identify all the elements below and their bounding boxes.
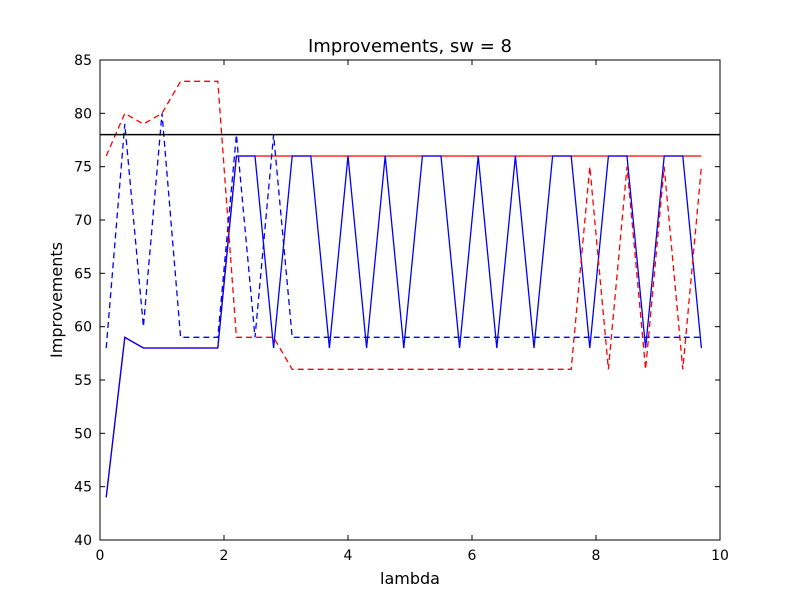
y-tick-label: 55 bbox=[74, 373, 92, 389]
y-tick-label: 45 bbox=[74, 480, 92, 496]
series-line-4-dashed bbox=[105, 113, 702, 349]
chart-title: Improvements, sw = 8 bbox=[308, 36, 512, 57]
y-tick-label: 80 bbox=[74, 106, 92, 122]
y-axis-label: Improvements bbox=[47, 242, 66, 358]
x-tick-label: 10 bbox=[711, 548, 729, 564]
series-line-3-dashed bbox=[105, 80, 703, 370]
y-tick-label: 85 bbox=[74, 53, 92, 69]
y-tick-label: 50 bbox=[74, 426, 92, 442]
x-axis-label: lambda bbox=[380, 569, 440, 588]
y-tick-label: 40 bbox=[74, 533, 92, 549]
x-tick-label: 0 bbox=[96, 548, 105, 564]
y-tick-label: 65 bbox=[74, 266, 92, 282]
y-tick-label: 70 bbox=[74, 213, 92, 229]
x-tick-label: 8 bbox=[592, 548, 601, 564]
x-tick-label: 6 bbox=[468, 548, 477, 564]
x-tick-label: 4 bbox=[344, 548, 353, 564]
tick-layer: 0 2 4 6 8 10 40 45 50 55 60 65 70 75 80 85 bbox=[74, 53, 729, 564]
series-line-2-solid bbox=[105, 155, 703, 498]
plot-frame bbox=[99, 59, 721, 541]
y-tick-label: 60 bbox=[74, 320, 92, 336]
x-tick-label: 2 bbox=[220, 548, 229, 564]
series-layer bbox=[105, 80, 703, 498]
y-tick-label: 75 bbox=[74, 160, 92, 176]
